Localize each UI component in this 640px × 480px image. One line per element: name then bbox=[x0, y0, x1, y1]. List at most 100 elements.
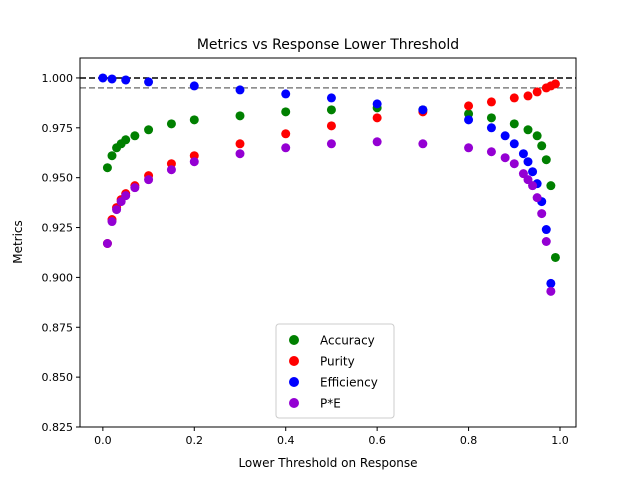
data-point bbox=[541, 225, 551, 235]
data-point bbox=[281, 129, 291, 139]
data-point bbox=[121, 191, 131, 201]
data-point bbox=[546, 278, 556, 288]
data-point bbox=[102, 238, 112, 248]
data-point bbox=[281, 89, 291, 99]
x-axis-label: Lower Threshold on Response bbox=[238, 456, 417, 470]
data-point bbox=[281, 107, 291, 117]
data-point bbox=[486, 123, 496, 133]
data-point bbox=[486, 97, 496, 107]
legend-label: Efficiency bbox=[320, 376, 378, 390]
data-point bbox=[107, 74, 117, 84]
data-point bbox=[130, 131, 140, 141]
data-point bbox=[532, 193, 542, 203]
legend-box bbox=[275, 323, 395, 419]
data-point bbox=[464, 143, 474, 153]
legend-label: Purity bbox=[320, 355, 355, 369]
data-point bbox=[189, 81, 199, 91]
data-point bbox=[372, 113, 382, 123]
data-point bbox=[144, 175, 154, 185]
data-point bbox=[528, 181, 538, 191]
data-point bbox=[546, 181, 556, 191]
y-tick-label: 1.000 bbox=[42, 72, 74, 85]
series-efficiency bbox=[98, 73, 556, 288]
y-tick-label: 0.950 bbox=[42, 172, 74, 185]
data-point bbox=[486, 147, 496, 157]
data-point bbox=[509, 93, 519, 103]
data-point bbox=[166, 119, 176, 129]
data-point bbox=[500, 153, 510, 163]
data-point bbox=[509, 139, 519, 149]
data-point bbox=[372, 137, 382, 147]
data-point bbox=[372, 99, 382, 109]
data-point bbox=[130, 183, 140, 193]
data-point bbox=[235, 149, 245, 159]
y-tick-label: 0.900 bbox=[42, 271, 74, 284]
legend-marker bbox=[289, 398, 299, 408]
y-axis-label: Metrics bbox=[11, 220, 25, 264]
y-tick-label: 0.825 bbox=[42, 421, 74, 434]
x-tick-label: 0.8 bbox=[460, 434, 478, 447]
data-point bbox=[144, 77, 154, 87]
data-point bbox=[326, 121, 336, 131]
series-p-e bbox=[102, 137, 556, 296]
legend-marker bbox=[289, 335, 299, 345]
data-point bbox=[121, 75, 131, 85]
data-point bbox=[523, 91, 533, 101]
data-point bbox=[500, 131, 510, 141]
data-point bbox=[550, 79, 560, 89]
data-point bbox=[532, 87, 542, 97]
data-point bbox=[235, 85, 245, 95]
data-point bbox=[550, 252, 560, 262]
data-point bbox=[532, 131, 542, 141]
data-point bbox=[546, 286, 556, 296]
data-point bbox=[523, 157, 533, 167]
y-axis: 0.825 0.850 0.875 0.900 0.925 0.950 0.975 1.000 bbox=[42, 72, 80, 434]
data-point bbox=[326, 139, 336, 149]
axes-frame bbox=[79, 57, 577, 428]
data-point bbox=[98, 73, 108, 83]
plot-area bbox=[80, 73, 576, 296]
data-point bbox=[464, 101, 474, 111]
y-tick-label: 0.925 bbox=[42, 222, 74, 235]
data-point bbox=[189, 157, 199, 167]
data-point bbox=[102, 163, 112, 173]
y-tick-label: 0.850 bbox=[42, 371, 74, 384]
data-point bbox=[537, 141, 547, 151]
x-tick-label: 0.4 bbox=[277, 434, 295, 447]
data-point bbox=[541, 237, 551, 247]
legend-marker bbox=[289, 377, 299, 387]
chart-title: Metrics vs Response Lower Threshold bbox=[197, 37, 459, 53]
data-point bbox=[523, 125, 533, 135]
x-tick-label: 0.0 bbox=[94, 434, 112, 447]
data-point bbox=[189, 115, 199, 125]
y-tick-label: 0.975 bbox=[42, 122, 74, 135]
data-point bbox=[326, 105, 336, 115]
data-point bbox=[235, 111, 245, 121]
data-point bbox=[281, 143, 291, 153]
data-point bbox=[235, 139, 245, 149]
data-point bbox=[464, 115, 474, 125]
data-point bbox=[518, 149, 528, 159]
data-point bbox=[418, 139, 428, 149]
legend: Accuracy Purity Efficiency P*E bbox=[275, 323, 395, 419]
data-point bbox=[121, 135, 131, 145]
data-point bbox=[112, 205, 122, 215]
legend-marker bbox=[289, 356, 299, 366]
data-point bbox=[509, 119, 519, 129]
data-point bbox=[418, 105, 428, 115]
y-tick-label: 0.875 bbox=[42, 321, 74, 334]
x-tick-label: 1.0 bbox=[551, 434, 569, 447]
data-point bbox=[537, 209, 547, 219]
x-tick-label: 0.2 bbox=[186, 434, 204, 447]
data-point bbox=[541, 155, 551, 165]
data-point bbox=[509, 159, 519, 169]
x-tick-label: 0.6 bbox=[368, 434, 386, 447]
data-point bbox=[107, 217, 117, 227]
data-point bbox=[107, 151, 117, 161]
data-point bbox=[486, 113, 496, 123]
data-point bbox=[166, 165, 176, 175]
data-point bbox=[528, 167, 538, 177]
legend-label: P*E bbox=[320, 397, 341, 411]
data-point bbox=[326, 93, 336, 103]
x-axis: 0.0 0.2 0.4 0.6 0.8 1.0 bbox=[94, 427, 569, 447]
